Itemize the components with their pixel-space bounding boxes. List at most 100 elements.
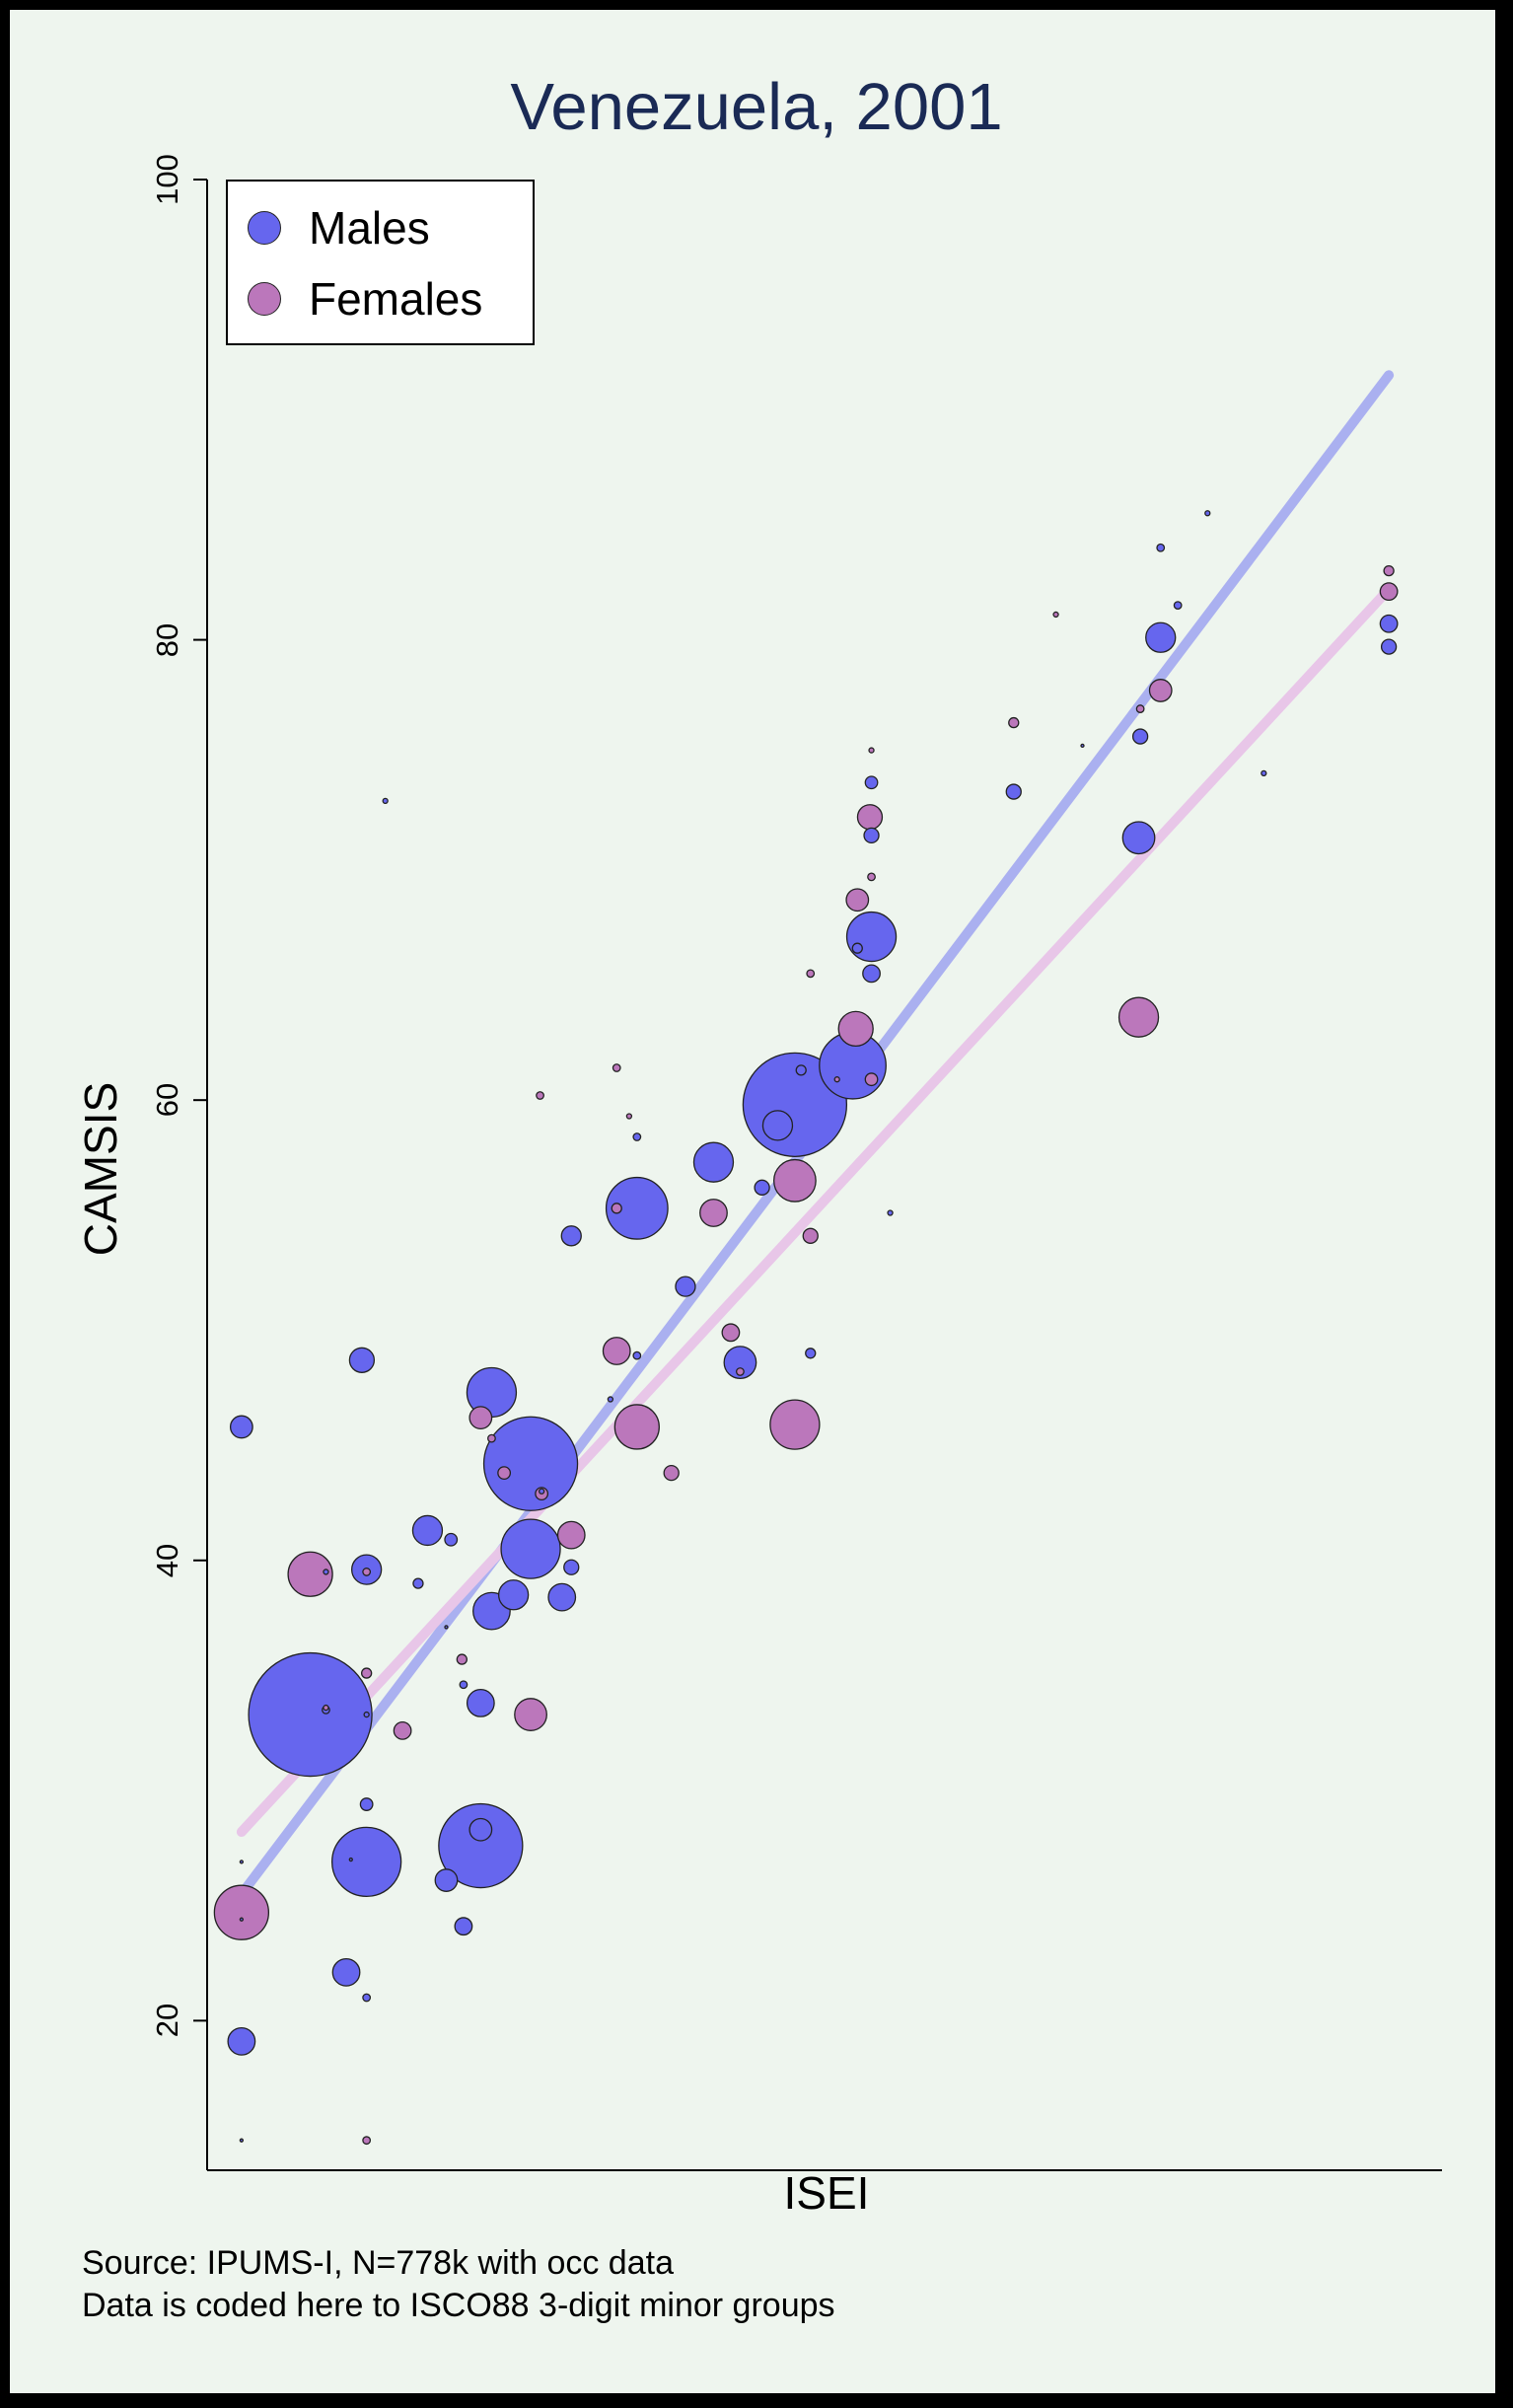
male-occupation-marker <box>323 1569 329 1575</box>
female-occupation-marker <box>625 1113 633 1120</box>
male-occupation-marker <box>1261 769 1267 777</box>
male-occupation-marker <box>1080 743 1085 749</box>
male-occupation-marker <box>466 1689 495 1717</box>
male-occupation-marker <box>862 964 881 984</box>
female-occupation-marker <box>612 1063 621 1072</box>
female-occupation-marker <box>393 1721 412 1740</box>
source-note: Source: IPUMS-I, N=778k with occ data <box>82 2244 674 2282</box>
female-occupation-marker <box>1117 996 1160 1038</box>
male-occupation-marker <box>239 2138 245 2143</box>
male-occupation-marker <box>692 1141 735 1183</box>
female-occupation-marker <box>1383 564 1395 577</box>
female-occupation-marker <box>487 1433 496 1443</box>
male-occupation-marker <box>1145 621 1177 653</box>
male-occupation-marker <box>411 1514 444 1547</box>
female-occupation-marker <box>1008 716 1020 729</box>
male-occupation-marker <box>359 1797 374 1811</box>
y-tick-label: 100 <box>150 154 184 205</box>
male-occupation-marker <box>331 1957 361 1987</box>
male-occupation-marker <box>382 797 389 805</box>
y-ticks <box>193 179 207 2022</box>
chart-frame <box>10 10 1495 2393</box>
male-occupation-marker <box>468 1817 493 1842</box>
male-occupation-marker <box>1379 614 1399 633</box>
female-occupation-marker <box>833 1076 840 1083</box>
female-occupation-marker <box>362 1568 372 1576</box>
male-occupation-marker <box>538 1488 545 1495</box>
females-fit-line <box>236 584 1395 1838</box>
male-occupation-marker <box>229 1415 253 1439</box>
y-axis-label: CAMSIS <box>75 1081 126 1257</box>
data-markers <box>213 510 1399 2146</box>
female-occupation-marker <box>1052 611 1059 619</box>
male-occupation-marker <box>482 1416 579 1511</box>
male-occupation-marker <box>675 1276 696 1297</box>
male-occupation-marker <box>761 1110 794 1141</box>
male-occupation-marker <box>795 1064 807 1076</box>
female-occupation-marker <box>468 1406 493 1430</box>
female-occupation-marker <box>556 1520 586 1550</box>
male-occupation-marker <box>1156 543 1166 552</box>
female-occupation-marker <box>611 1203 622 1214</box>
male-occupation-marker <box>1204 510 1211 517</box>
male-occupation-marker <box>239 1860 245 1864</box>
male-occupation-marker <box>605 1176 669 1240</box>
male-occupation-marker <box>1380 638 1398 655</box>
female-occupation-marker <box>856 804 884 831</box>
male-occupation-marker <box>560 1225 582 1247</box>
male-occupation-marker <box>454 1917 473 1936</box>
female-occupation-marker <box>323 1704 329 1712</box>
male-occupation-marker <box>248 1651 373 1778</box>
male-occupation-marker <box>459 1680 468 1690</box>
female-occupation-marker <box>802 1227 819 1244</box>
x-axis-label: ISEI <box>783 2167 870 2219</box>
chart-title: Venezuela, 2001 <box>510 70 1003 144</box>
female-occupation-marker <box>362 2136 372 2146</box>
male-occupation-marker <box>607 1396 614 1403</box>
male-occupation-marker <box>805 1348 817 1359</box>
female-occupation-marker <box>772 1158 817 1203</box>
legend-label-females: Females <box>309 273 483 325</box>
y-tick-label: 60 <box>150 1082 184 1118</box>
male-occupation-marker <box>1005 783 1022 800</box>
female-occupation-marker <box>287 1551 333 1597</box>
male-occupation-marker <box>363 1711 370 1718</box>
male-occupation-marker <box>434 1868 459 1892</box>
y-tick-label: 20 <box>150 2004 184 2038</box>
legend-item-females: Females <box>248 273 483 325</box>
male-occupation-marker <box>887 1209 894 1216</box>
female-occupation-marker <box>1135 704 1145 713</box>
male-occupation-marker <box>632 1132 642 1141</box>
female-occupation-marker <box>514 1698 547 1731</box>
males-marker-icon <box>248 211 281 245</box>
coding-note: Data is coded here to ISCO88 3-digit min… <box>82 2287 835 2324</box>
male-occupation-marker <box>1131 728 1149 745</box>
male-occupation-marker <box>1121 821 1156 855</box>
male-occupation-marker <box>239 1917 245 1922</box>
female-occupation-marker <box>1379 582 1399 601</box>
male-occupation-marker <box>863 827 880 844</box>
female-occupation-marker <box>361 1667 373 1679</box>
female-occupation-marker <box>721 1323 741 1343</box>
male-occupation-marker <box>864 775 879 790</box>
male-occupation-marker <box>500 1518 561 1579</box>
male-occupation-marker <box>331 1826 402 1898</box>
male-occupation-marker <box>497 1579 530 1611</box>
male-occupation-marker <box>1173 601 1183 610</box>
male-occupation-marker <box>845 911 898 963</box>
male-occupation-marker <box>563 1559 580 1575</box>
male-occupation-marker <box>362 1993 372 2003</box>
male-occupation-marker <box>348 1347 376 1373</box>
female-occupation-marker <box>602 1337 631 1365</box>
male-occupation-marker <box>438 1802 524 1889</box>
male-occupation-marker <box>547 1582 577 1612</box>
female-occupation-marker <box>736 1367 745 1376</box>
female-occupation-marker <box>806 969 816 979</box>
female-occupation-marker <box>213 1884 270 1940</box>
female-occupation-marker <box>837 1010 874 1048</box>
female-occupation-marker <box>613 1404 660 1450</box>
female-occupation-marker <box>699 1199 728 1227</box>
female-occupation-marker <box>456 1653 468 1665</box>
females-marker-icon <box>248 282 281 316</box>
male-occupation-marker <box>723 1346 757 1380</box>
